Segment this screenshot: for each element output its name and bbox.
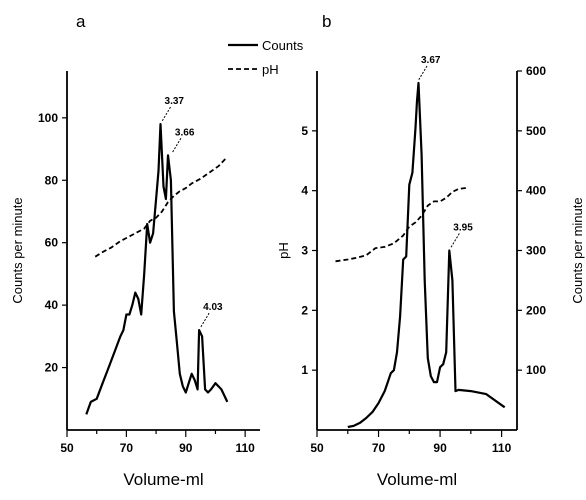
legend-label-counts: Counts (262, 38, 304, 53)
series-line-counts (347, 81, 506, 429)
legend: Counts pH (228, 38, 304, 77)
x-tick-label: 70 (120, 441, 134, 455)
peak-annotation-arrow (171, 138, 182, 154)
y2-tick-label: 300 (526, 244, 546, 258)
x-axis-title: Volume-ml (377, 470, 457, 489)
y-tick-label: 1 (301, 363, 308, 377)
y2-tick-label: 400 (526, 184, 546, 198)
panel-label: b (322, 12, 331, 31)
y-tick-label: 40 (45, 298, 59, 312)
peak-annotation-label: 3.66 (175, 127, 195, 138)
x-tick-label: 90 (179, 441, 193, 455)
y2-tick-label: 200 (526, 303, 546, 317)
y2-tick-label: 100 (526, 363, 546, 377)
peak-annotation-arrow (449, 233, 460, 249)
peak-annotation-arrow (161, 106, 171, 123)
y-tick-label: 4 (301, 184, 308, 198)
series-line-counts (85, 123, 229, 415)
x-tick-label: 110 (235, 441, 255, 455)
y-tick-label: 80 (45, 173, 59, 187)
y-tick-label: 5 (301, 124, 308, 138)
x-tick-label: 110 (492, 441, 512, 455)
peak-annotation-label: 4.03 (203, 302, 223, 313)
legend-label-ph: pH (262, 62, 279, 77)
x-tick-label: 70 (372, 441, 386, 455)
series-line-ph (94, 156, 228, 258)
y-axis-title: pH (276, 242, 291, 259)
x-tick-label: 50 (60, 441, 74, 455)
peak-annotation-label: 3.67 (421, 55, 441, 66)
chart-panel-b: b 50 70 90 110 1 2 3 4 5 100 200 300 400 500 600 Volume-… (276, 12, 585, 489)
y-tick-label: 60 (45, 236, 59, 250)
x-tick-label: 90 (433, 441, 447, 455)
x-tick-label: 50 (310, 441, 324, 455)
y2-tick-label: 500 (526, 124, 546, 138)
series-line-ph (335, 186, 468, 263)
y2-tick-label: 600 (526, 64, 546, 78)
chart-panel-a: a 50 70 90 110 20 40 60 80 100 Volume-ml Counts per… (10, 12, 260, 489)
y-tick-label: 100 (38, 111, 58, 125)
y2-axis-title: Counts per minute (570, 197, 585, 303)
y-tick-label: 3 (301, 244, 308, 258)
panel-label: a (76, 12, 86, 31)
peak-annotation-arrow (199, 312, 210, 329)
y-axis-title: Counts per minute (10, 197, 25, 303)
y-tick-label: 20 (45, 361, 59, 375)
peak-annotation-label: 3.37 (165, 96, 185, 107)
y-tick-label: 2 (301, 303, 308, 317)
peak-annotation-arrow (417, 65, 428, 82)
x-axis-title: Volume-ml (123, 470, 203, 489)
peak-annotation-label: 3.95 (453, 223, 473, 234)
